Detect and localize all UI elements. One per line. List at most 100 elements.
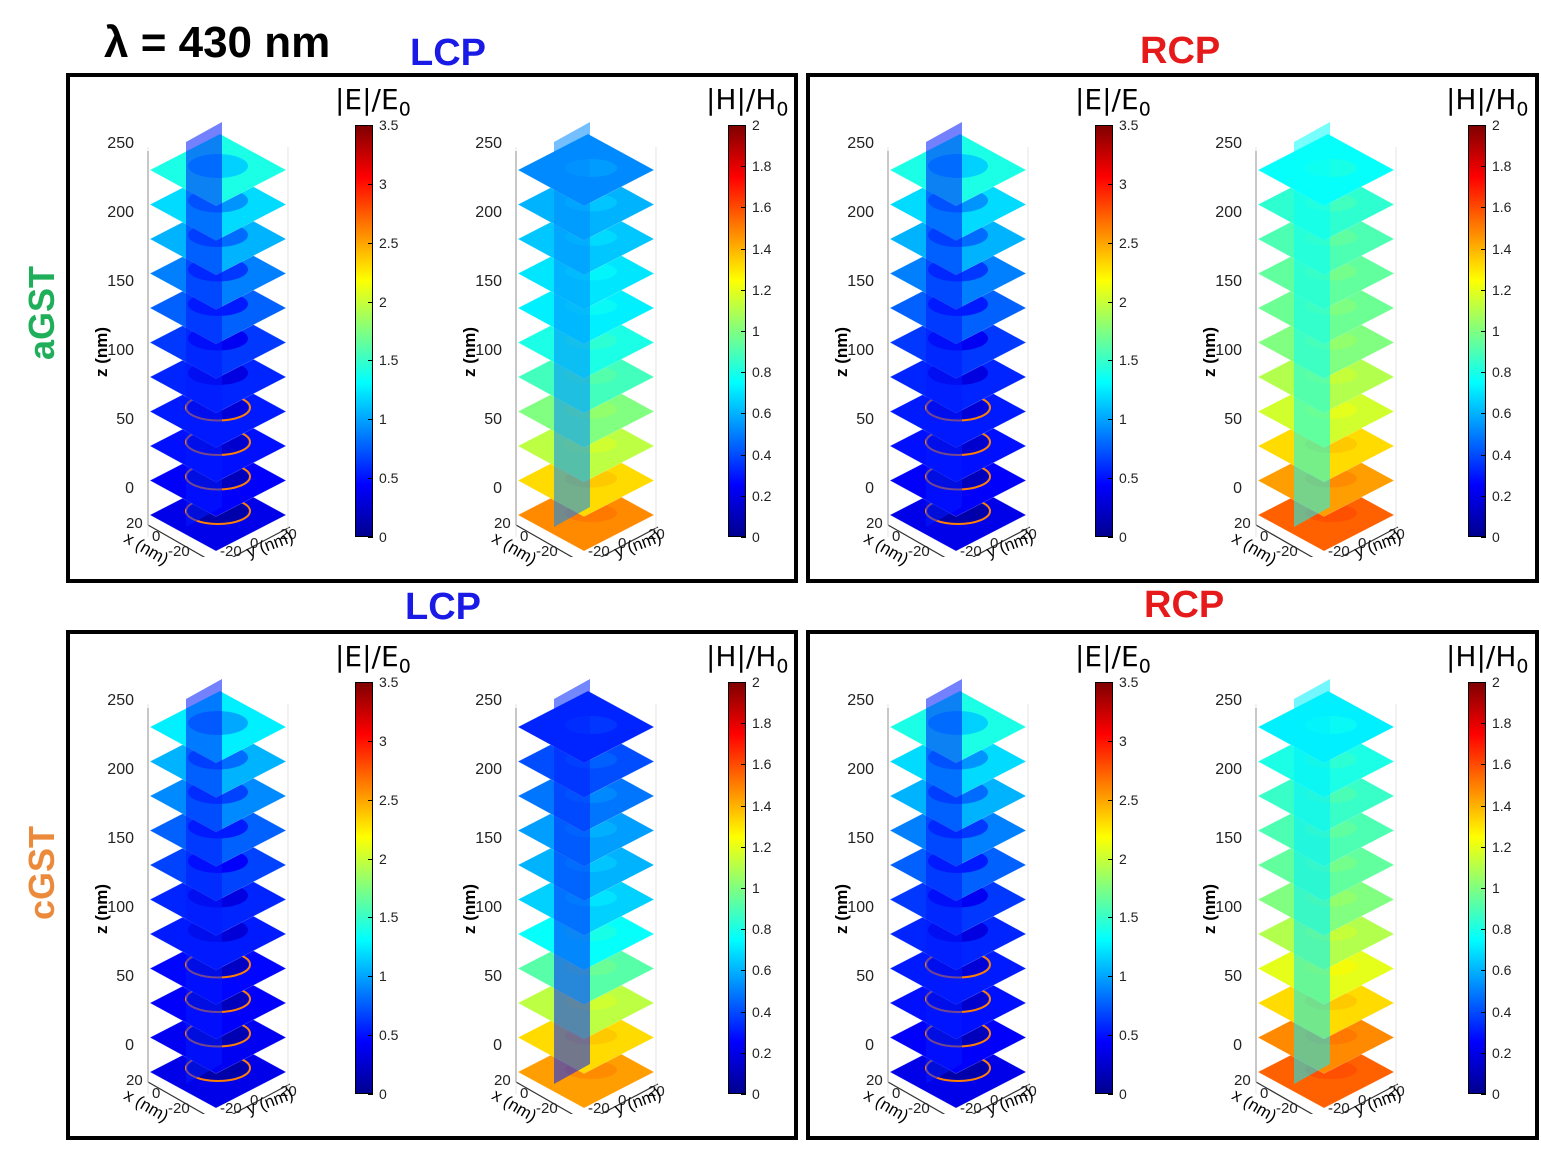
colorbar-tick-label: 1.2 — [1492, 281, 1512, 298]
colorbar-tick-label: 0.4 — [752, 446, 772, 463]
colorbar-tick-mark — [1481, 764, 1486, 766]
colorbar-tick-mark — [368, 478, 373, 480]
colorbar-tick-mark — [1481, 166, 1486, 168]
colorbar-tick-label: 0.6 — [1492, 405, 1512, 422]
colorbar-tick-label: 2 — [379, 850, 387, 867]
x-axis-line — [515, 1081, 574, 1114]
colorbar-tick-mark — [741, 682, 746, 683]
colorbar-tick-mark — [368, 1094, 373, 1095]
colorbar-tick-mark — [741, 1094, 746, 1095]
colorbar-tick-mark — [368, 125, 373, 126]
colorbar-tick-mark — [368, 419, 373, 421]
colorbar-tick-mark — [1481, 331, 1486, 332]
colorbar-tick-mark — [741, 1052, 746, 1054]
z-tick-label: 0 — [865, 480, 874, 497]
colorbar-tick-label: 0.2 — [752, 487, 772, 504]
colorbar-tick-mark — [1108, 858, 1113, 860]
colorbar-tick-label: 2 — [379, 293, 387, 310]
colorbar-tick-mark — [741, 1011, 746, 1013]
colorbar-tick-label: 3 — [379, 175, 387, 192]
y-axis-line — [231, 1083, 291, 1114]
colorbar-tick-mark — [1108, 478, 1113, 480]
colorbar-tick-label: 1.6 — [1492, 756, 1512, 773]
vertical-cut-plane — [1294, 679, 1330, 1084]
x-tick-label: 20 — [494, 1072, 511, 1089]
e-plot-title: |E|/E0 — [1075, 640, 1151, 678]
z-axis-label: z (nm) — [92, 883, 111, 934]
colorbar-tick-mark — [1481, 1011, 1486, 1013]
x-tick-label: -20 — [908, 543, 930, 560]
colorbar-tick-mark — [368, 360, 373, 362]
colorbar-tick-mark — [741, 248, 746, 250]
x-axis-line — [147, 1081, 206, 1114]
z-tick-label: 50 — [116, 411, 134, 428]
colorbar-tick-mark — [741, 413, 746, 415]
colorbar-tick-mark — [741, 289, 746, 291]
colorbar-tick-label: 1 — [1492, 880, 1500, 896]
title-main: |E|/E — [1075, 640, 1139, 673]
colorbar-tick-mark — [368, 1035, 373, 1037]
z-tick-label: 100 — [107, 899, 134, 916]
x-tick-label: -20 — [1276, 1100, 1298, 1117]
colorbar-tick-label: 1 — [1119, 411, 1127, 428]
x-axis-line — [887, 1081, 946, 1114]
colorbar-tick-label: 1.5 — [1119, 909, 1139, 926]
y-tick-label: -20 — [1328, 1100, 1350, 1117]
colorbar-tick-mark — [1108, 799, 1113, 801]
x-tick-label: -20 — [536, 1100, 558, 1117]
colorbar-tick-label: 0 — [1119, 529, 1127, 545]
y-tick-label: -20 — [960, 543, 982, 560]
colorbar-tick-label: 2 — [752, 117, 760, 133]
z-tick-label: 100 — [475, 342, 502, 359]
e-field-plot: |E|/E0 3.5 3 2.5 2 1.5 1 0.5 0 250 200 150 100 50 0 z (… — [70, 634, 435, 1132]
colorbar-tick-mark — [368, 976, 373, 978]
colorbar-tick-label: 2 — [1492, 674, 1500, 690]
vertical-cut-plane — [1294, 122, 1330, 527]
title-main: |H|/H — [1446, 83, 1517, 116]
colorbar-tick-mark — [741, 537, 746, 538]
colorbar-tick-label: 1 — [1492, 323, 1500, 339]
x-tick-label: 0 — [892, 1085, 901, 1102]
y-tick-label: 0 — [990, 535, 999, 552]
x-tick-label: 20 — [866, 1072, 883, 1089]
colorbar-tick-label: 3.5 — [379, 117, 399, 133]
z-tick-label: 250 — [107, 692, 134, 709]
z-tick-label: 200 — [107, 761, 134, 778]
e-colorbar — [355, 682, 373, 1094]
x-tick-label: -20 — [168, 543, 190, 560]
colorbar-tick-mark — [741, 166, 746, 168]
colorbar-tick-mark — [1108, 419, 1113, 421]
colorbar-tick-mark — [1481, 805, 1486, 807]
z-tick-label: 0 — [125, 1037, 134, 1054]
colorbar-tick-label: 1.4 — [1492, 797, 1512, 814]
x-tick-label: 0 — [152, 528, 161, 545]
colorbar-tick-mark — [1481, 289, 1486, 291]
colorbar-tick-label: 1.5 — [1119, 352, 1139, 369]
colorbar-tick-label: 1.6 — [752, 756, 772, 773]
x-tick-label: 20 — [126, 1072, 143, 1089]
z-tick-label: 0 — [865, 1037, 874, 1054]
z-tick-label: 200 — [107, 204, 134, 221]
colorbar-tick-mark — [741, 805, 746, 807]
z-tick-label: 250 — [475, 692, 502, 709]
colorbar-tick-mark — [741, 495, 746, 497]
colorbar-tick-label: 0.6 — [752, 405, 772, 422]
z-tick-label: 100 — [1215, 899, 1242, 916]
z-tick-label: 50 — [856, 968, 874, 985]
panel-agst-lcp: |E|/E0 3.5 3 2.5 2 1.5 1 0.5 0 250 200 150 100 50 0 z (… — [66, 73, 798, 583]
e-plot-title: |E|/E0 — [1075, 83, 1151, 121]
lcp-label-top: LCP — [410, 32, 486, 74]
y-axis-line — [971, 1083, 1031, 1114]
colorbar-tick-mark — [741, 764, 746, 766]
colorbar-tick-label: 1.6 — [752, 199, 772, 216]
y-tick-label: 0 — [618, 1092, 627, 1109]
colorbar-tick-label: 2 — [1119, 293, 1127, 310]
colorbar-tick-label: 1.2 — [752, 838, 772, 855]
colorbar-tick-label: 0 — [379, 529, 387, 545]
z-tick-label: 200 — [847, 204, 874, 221]
colorbar-tick-mark — [1481, 537, 1486, 538]
z-tick-label: 150 — [107, 273, 134, 290]
colorbar-tick-label: 3.5 — [1119, 117, 1139, 133]
y-tick-label: 20 — [280, 526, 297, 543]
x-tick-label: 0 — [892, 528, 901, 545]
